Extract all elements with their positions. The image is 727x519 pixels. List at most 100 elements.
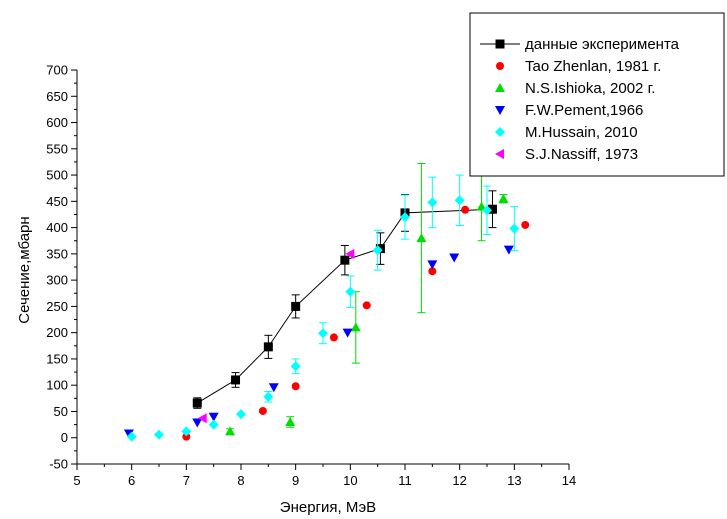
y-tick-label: -50 bbox=[49, 457, 68, 472]
legend-entry: Tao Zhenlan, 1981 г. bbox=[496, 58, 661, 75]
data-point bbox=[350, 322, 361, 332]
legend-entry: данные эксперимента bbox=[480, 36, 680, 53]
x-tick-label: 5 bbox=[73, 473, 80, 488]
y-tick-label: 600 bbox=[46, 115, 68, 130]
x-tick-label: 8 bbox=[237, 473, 244, 488]
data-point bbox=[345, 286, 356, 297]
series-3 bbox=[123, 245, 514, 439]
data-point bbox=[427, 260, 438, 270]
data-point bbox=[291, 382, 300, 391]
y-tick-label: 650 bbox=[46, 89, 68, 104]
legend-marker bbox=[496, 62, 504, 70]
data-point bbox=[268, 383, 279, 393]
x-tick-label: 9 bbox=[292, 473, 299, 488]
data-point bbox=[208, 412, 219, 422]
legend-entry: M.Hussain, 2010 bbox=[495, 124, 638, 141]
data-point bbox=[509, 223, 520, 234]
y-tick-label: 300 bbox=[46, 273, 68, 288]
data-point bbox=[461, 205, 470, 214]
legend-entry: N.S.Ishioka, 2002 г. bbox=[495, 80, 655, 97]
legend-marker bbox=[495, 106, 505, 115]
data-point bbox=[428, 267, 437, 276]
data-point bbox=[329, 333, 338, 342]
legend-entry: S.J.Nassiff, 1973 bbox=[495, 146, 638, 163]
legend-label: N.S.Ishioka, 2002 г. bbox=[525, 80, 655, 97]
legend-label: данные эксперимента bbox=[525, 36, 680, 53]
x-tick-label: 7 bbox=[183, 473, 190, 488]
legend-box bbox=[469, 12, 725, 177]
x-tick-label: 12 bbox=[452, 473, 466, 488]
data-point bbox=[372, 245, 383, 256]
data-point bbox=[482, 205, 492, 216]
data-point bbox=[362, 301, 371, 310]
y-axis-ticks: -50 0 50 100 150 200 250 300 350 400 450 500 550 600 6… bbox=[46, 63, 77, 472]
y-tick-label: 450 bbox=[46, 194, 68, 209]
x-axis-ticks: 5 6 7 8 9 10 11 12 13 14 bbox=[73, 464, 576, 488]
data-point bbox=[427, 197, 438, 208]
data-point bbox=[521, 220, 530, 229]
data-point bbox=[192, 418, 203, 428]
x-tick-label: 6 bbox=[128, 473, 135, 488]
data-point bbox=[208, 419, 219, 430]
y-tick-label: 550 bbox=[46, 141, 68, 156]
data-point bbox=[345, 248, 355, 259]
series-0 bbox=[192, 190, 497, 409]
data-point bbox=[487, 204, 497, 214]
data-point bbox=[197, 413, 207, 424]
data-point bbox=[181, 426, 192, 437]
data-point bbox=[154, 429, 164, 440]
legend-label: Tao Zhenlan, 1981 г. bbox=[525, 58, 661, 75]
x-axis-title: Энергия, МэВ bbox=[280, 499, 376, 516]
legend-label: M.Hussain, 2010 bbox=[525, 124, 638, 141]
data-point bbox=[263, 342, 273, 352]
data-point bbox=[192, 398, 202, 408]
data-point bbox=[340, 255, 350, 265]
data-point bbox=[258, 406, 267, 415]
y-tick-label: 700 bbox=[46, 63, 68, 78]
legend-marker bbox=[495, 83, 505, 92]
series-line bbox=[197, 208, 493, 404]
data-point bbox=[263, 391, 274, 402]
data-point bbox=[342, 328, 353, 338]
legend-label: S.J.Nassiff, 1973 bbox=[525, 146, 638, 163]
y-tick-label: 200 bbox=[46, 325, 68, 340]
series-layer bbox=[123, 163, 530, 442]
y-tick-label: 250 bbox=[46, 299, 68, 314]
data-point bbox=[126, 431, 137, 442]
data-point bbox=[236, 409, 246, 420]
legend-marker bbox=[495, 149, 504, 159]
legend-label: F.W.Pement,1966 bbox=[525, 102, 643, 119]
y-tick-label: 50 bbox=[54, 404, 68, 419]
data-point bbox=[454, 195, 465, 206]
legend-marker bbox=[495, 39, 505, 49]
data-point bbox=[498, 193, 509, 203]
data-point bbox=[416, 233, 427, 243]
y-tick-label: 100 bbox=[46, 378, 68, 393]
y-tick-label: 150 bbox=[46, 351, 68, 366]
legend-entry: F.W.Pement,1966 bbox=[495, 102, 643, 119]
data-point bbox=[123, 429, 134, 439]
y-tick-label: 350 bbox=[46, 246, 68, 261]
data-point bbox=[400, 212, 410, 223]
data-point bbox=[290, 361, 301, 372]
plot-area: 5 6 7 8 9 10 11 12 13 14 -50 0 50 100 150 200 250 300 350… bbox=[46, 63, 576, 489]
y-axis-title: Сечение,мбарн bbox=[16, 216, 33, 323]
data-point bbox=[449, 253, 460, 263]
y-tick-label: 500 bbox=[46, 168, 68, 183]
data-point bbox=[503, 245, 514, 255]
legend: данные эксперимента Tao Zhenlan, 1981 г. N… bbox=[469, 12, 725, 177]
series-5 bbox=[197, 248, 355, 424]
y-tick-label: 400 bbox=[46, 220, 68, 235]
data-point bbox=[182, 432, 191, 441]
data-point bbox=[231, 375, 241, 385]
y-tick-label: 0 bbox=[61, 430, 68, 445]
data-point bbox=[318, 328, 328, 339]
series-1 bbox=[182, 205, 530, 441]
x-tick-label: 10 bbox=[343, 473, 357, 488]
data-point bbox=[285, 416, 296, 426]
series-2 bbox=[225, 163, 509, 436]
data-point bbox=[291, 301, 301, 311]
data-point bbox=[225, 426, 236, 436]
legend-marker bbox=[495, 127, 505, 137]
